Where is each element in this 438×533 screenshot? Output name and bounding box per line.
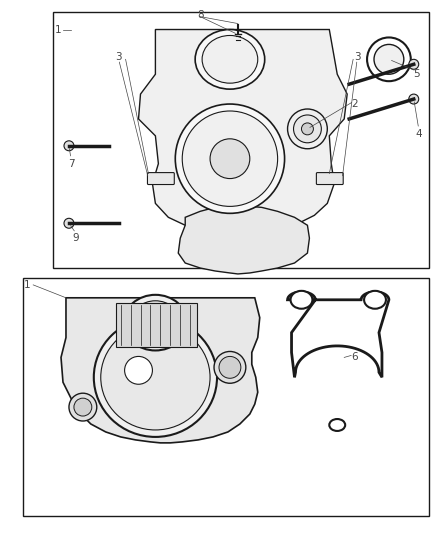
- Ellipse shape: [367, 37, 411, 81]
- Ellipse shape: [175, 104, 285, 213]
- Text: 1: 1: [24, 280, 31, 290]
- Ellipse shape: [195, 29, 265, 89]
- Bar: [116, 303, 197, 348]
- Ellipse shape: [74, 398, 92, 416]
- Text: 9: 9: [73, 233, 79, 243]
- Ellipse shape: [219, 357, 241, 378]
- Ellipse shape: [94, 318, 217, 437]
- FancyBboxPatch shape: [316, 173, 343, 184]
- Ellipse shape: [202, 36, 258, 83]
- Ellipse shape: [64, 219, 74, 228]
- Text: 6: 6: [351, 352, 357, 362]
- Ellipse shape: [124, 295, 187, 351]
- Text: 3: 3: [354, 52, 360, 62]
- Text: 8: 8: [197, 10, 203, 20]
- Text: 2: 2: [351, 99, 357, 109]
- Ellipse shape: [124, 357, 152, 384]
- FancyBboxPatch shape: [148, 173, 174, 184]
- Text: 1: 1: [55, 25, 61, 35]
- Text: 5: 5: [413, 69, 420, 79]
- Polygon shape: [61, 298, 260, 443]
- Ellipse shape: [329, 419, 345, 431]
- Ellipse shape: [409, 59, 419, 69]
- Ellipse shape: [290, 291, 312, 309]
- Polygon shape: [178, 205, 309, 274]
- Polygon shape: [138, 29, 347, 242]
- Ellipse shape: [374, 44, 404, 74]
- Ellipse shape: [182, 111, 278, 206]
- Bar: [23, 278, 429, 516]
- Ellipse shape: [101, 325, 210, 430]
- Bar: [53, 12, 429, 268]
- Ellipse shape: [69, 393, 97, 421]
- Ellipse shape: [409, 94, 419, 104]
- Ellipse shape: [293, 115, 321, 143]
- Ellipse shape: [301, 123, 314, 135]
- Ellipse shape: [364, 291, 386, 309]
- Ellipse shape: [214, 351, 246, 383]
- Ellipse shape: [64, 141, 74, 151]
- Ellipse shape: [210, 139, 250, 179]
- Text: 4: 4: [415, 129, 422, 139]
- Polygon shape: [288, 292, 389, 377]
- Text: 7: 7: [67, 159, 74, 168]
- Ellipse shape: [131, 301, 180, 344]
- Text: 3: 3: [115, 52, 122, 62]
- Ellipse shape: [288, 109, 327, 149]
